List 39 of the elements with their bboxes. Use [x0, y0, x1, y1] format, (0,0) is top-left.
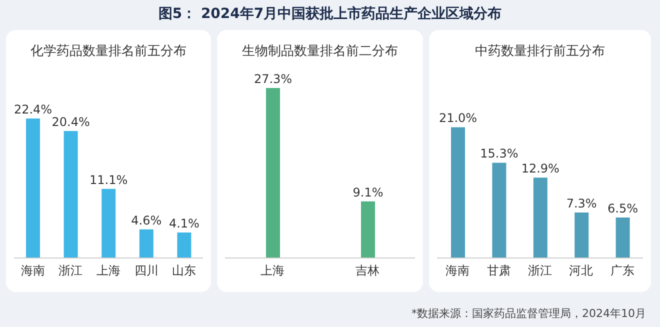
data-label: 27.3% [254, 72, 292, 86]
x-tick-label: 广东 [610, 264, 634, 278]
data-label: 12.9% [521, 162, 560, 176]
data-label: 4.1% [168, 216, 200, 230]
data-label: 11.1% [90, 172, 128, 187]
x-tick-label: 甘肃 [486, 264, 511, 278]
data-label: 15.3% [480, 146, 518, 161]
data-label: 9.1% [352, 185, 384, 200]
bar [492, 162, 506, 258]
data-label: 21.0% [438, 111, 478, 126]
data-label: 22.4% [14, 102, 52, 117]
bar [26, 118, 40, 258]
x-tick-label: 河北 [569, 264, 594, 278]
chart-title: 生物制品数量排名前二分布 [241, 43, 399, 61]
bar [139, 229, 154, 258]
x-tick-label: 海南 [20, 264, 45, 278]
caption: 图5： 2024年7月中国获批上市药品生产企业区域分布 [158, 6, 502, 22]
chart-title: 中药数量排行前五分布 [474, 43, 606, 61]
data-label: 4.6% [131, 213, 162, 228]
x-tick-label: 上海 [260, 264, 284, 278]
x-tick-label: 海南 [446, 264, 470, 278]
bar [177, 232, 192, 258]
bar [102, 188, 116, 258]
bar [616, 218, 630, 258]
chart-title: 化学药品数量排名前五分布 [30, 43, 188, 61]
text: *数据来源：国家药品监督管理局，2024年10月 [412, 307, 646, 320]
x-tick-label: 山东 [172, 264, 196, 278]
x-tick-label: 四川 [134, 264, 158, 278]
x-tick-label: 浙江 [58, 264, 83, 278]
x-tick-label: 浙江 [528, 264, 552, 278]
bar [574, 212, 589, 258]
bar [64, 130, 78, 258]
x-tick-label: 上海 [96, 264, 120, 278]
x-tick-label: 吉林 [356, 264, 380, 278]
bar [533, 178, 548, 258]
data-label: 20.4% [52, 114, 90, 129]
data-label: 6.5% [608, 202, 638, 216]
data-label: 7.3% [566, 196, 597, 211]
bar [451, 127, 465, 258]
